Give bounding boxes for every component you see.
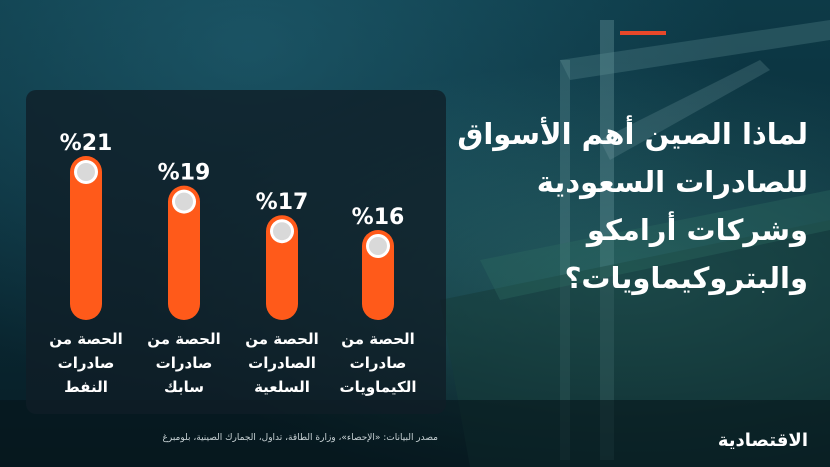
category-label: الحصة من [341,330,414,348]
category-label: سابك [164,378,204,396]
accent-line [620,31,666,35]
bar-knob-inner [175,192,193,211]
category-label: صادرات [156,354,213,372]
headline-line-3: وشركات أرامكو [586,213,808,247]
bar [168,185,200,320]
bar-knob-inner [273,222,291,241]
category-label: السلعية [254,378,310,396]
headline-line-1: لماذا الصين أهم الأسواق [457,117,808,151]
headline-line-2: للصادرات السعودية [536,165,808,199]
category-label: الحصة من [49,330,122,348]
bar [70,156,102,320]
category-label: صادرات [58,354,115,372]
headline: لماذا الصين أهم الأسواق للصادرات السعودي… [448,110,808,302]
category-label: الكيماويات [340,378,417,396]
value-label: %21 [60,131,113,156]
publisher-logo: الاقتصادية [717,430,808,451]
value-label: %16 [352,205,405,230]
bar [266,215,298,320]
category-label: النفط [64,378,108,396]
value-label: %19 [158,161,211,186]
category-label: الحصة من [245,330,318,348]
bar-chart: %21 الحصة من صادرات النفط %19 الحصة من صادرات س… [49,131,417,396]
category-label: الحصة من [147,330,220,348]
data-source: مصدر البيانات: «الإحصاء»، وزارة الطاقة، … [162,433,438,443]
category-label: الصادرات [248,354,316,372]
headline-line-4: والبتروكيماويات؟ [564,261,808,295]
category-label: صادرات [350,354,407,372]
value-label: %17 [256,190,309,215]
bar-knob-inner [369,237,387,255]
bar-knob-inner [77,163,95,181]
